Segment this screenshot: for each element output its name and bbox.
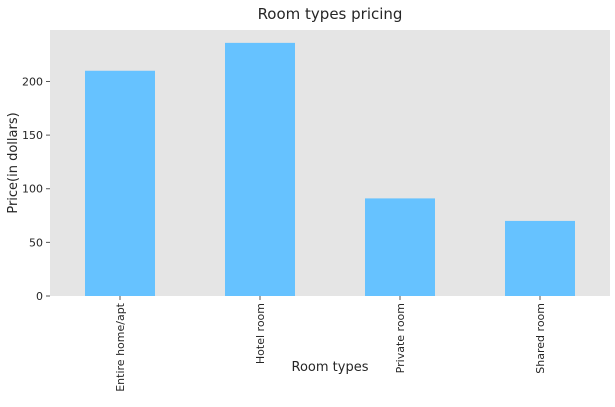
bar-hotel-room <box>225 42 295 296</box>
y-axis-label: Price(in dollars) <box>6 112 21 213</box>
x-tick-label: Entire home/apt <box>114 302 127 391</box>
bars-group <box>85 42 575 297</box>
x-tick-label: Shared room <box>534 303 547 374</box>
x-axis-label: Room types <box>292 360 369 375</box>
y-tick-label: 200 <box>22 75 43 88</box>
x-axis: Entire home/apt Hotel room Private room Sha… <box>114 296 547 392</box>
chart-title: Room types pricing <box>258 5 403 23</box>
y-tick-label: 0 <box>36 290 43 303</box>
x-tick-label: Hotel room <box>254 303 267 364</box>
y-tick-label: 150 <box>22 129 43 142</box>
bar-private-room <box>365 198 435 296</box>
y-tick-label: 50 <box>29 236 43 249</box>
bar-shared-room <box>505 220 575 296</box>
bar-entire-home-apt <box>85 70 155 297</box>
x-tick-label: Private room <box>394 303 407 373</box>
y-tick-label: 100 <box>22 183 43 196</box>
y-axis: 0 50 100 150 200 <box>22 75 50 303</box>
